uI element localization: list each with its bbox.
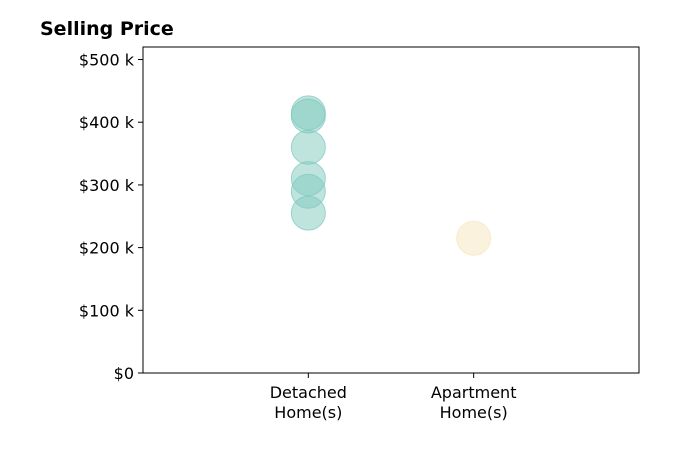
data-point xyxy=(456,220,492,256)
chart-marks xyxy=(290,95,492,256)
y-tick-label: $300 k xyxy=(79,176,135,195)
plot-frame xyxy=(142,46,640,374)
data-point xyxy=(290,98,326,134)
y-tick-label: $200 k xyxy=(79,239,135,258)
y-axis: $0 $100 k $200 k $300 k $400 k $500 k xyxy=(79,51,143,383)
data-point xyxy=(290,129,326,165)
x-axis: Detached Home(s) Apartment Home(s) xyxy=(270,373,517,422)
y-tick-label: $500 k xyxy=(79,51,135,70)
y-tick-label: $100 k xyxy=(79,301,135,320)
x-tick-label: Detached Home(s) xyxy=(270,383,347,422)
data-point xyxy=(290,195,326,231)
chart-title: Selling Price xyxy=(40,18,174,40)
y-tick-label: $0 xyxy=(114,364,134,383)
y-tick-label: $400 k xyxy=(79,113,135,132)
x-tick-label: Apartment Home(s) xyxy=(431,383,517,422)
